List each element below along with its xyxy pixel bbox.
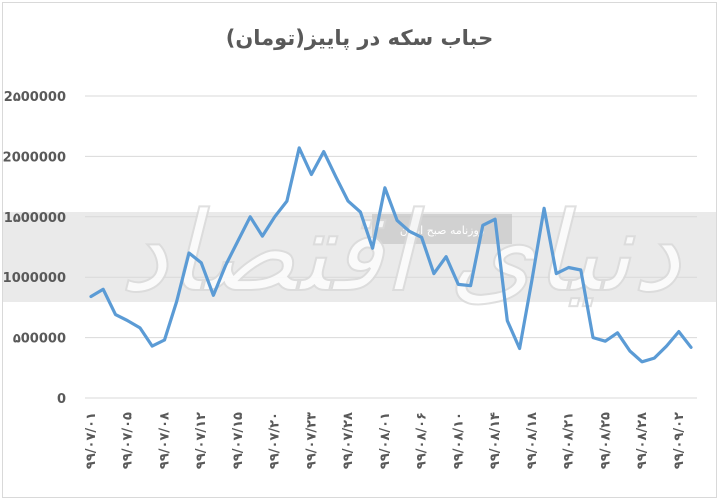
y-tick-label: 2000000 (3, 150, 66, 165)
y-tick-label: 2۵00000 (4, 90, 66, 105)
y-tick-label: 1۵00000 (4, 211, 66, 226)
x-tick-label: ۹۹/۰۷/۱۵ (231, 412, 246, 469)
x-tick-label: ۹۹/۰۷/۰۵ (121, 412, 136, 469)
x-tick-label: ۹۹/۰۸/۱۴ (488, 412, 503, 469)
watermark-stamp-text: روزنامه صبح ایران (400, 224, 484, 237)
x-tick-label: ۹۹/۰۸/۲۵ (598, 412, 613, 469)
y-tick-label: ۵00000 (13, 332, 66, 347)
y-tick-label: 0 (57, 392, 66, 407)
x-tick-label: ۹۹/۰۸/۲۱ (562, 412, 577, 469)
x-tick-label: ۹۹/۰۷/۰۸ (157, 412, 172, 469)
watermark-band (3, 212, 717, 302)
x-tick-label: ۹۹/۰۷/۲۳ (304, 412, 319, 469)
x-tick-label: ۹۹/۰۷/۱۲ (194, 412, 209, 469)
x-tick-label: ۹۹/۰۷/۲۸ (341, 412, 356, 469)
x-tick-label: ۹۹/۰۸/۱۰ (451, 412, 466, 469)
y-tick-label: 1000000 (3, 271, 66, 286)
x-tick-label: ۹۹/۰۷/۲۰ (268, 412, 283, 469)
x-tick-label: ۹۹/۰۸/۲۸ (635, 412, 650, 469)
x-axis-ticks: ۹۹/۰۷/۰۱ ۹۹/۰۷/۰۵ ۹۹/۰۷/۰۸ ۹۹/۰۷/۱۲ ۹۹/۰۷/۱۵… (84, 412, 687, 469)
x-tick-label: ۹۹/۰۸/۱۸ (525, 412, 540, 469)
x-tick-label: ۹۹/۰۹/۰۲ (672, 412, 687, 469)
watermark-logo: دنیای اقتصاد (119, 188, 682, 316)
chart-title: حباب سکه در پاییز(تومان) (225, 26, 494, 50)
x-tick-label: ۹۹/۰۷/۰۱ (84, 412, 99, 469)
x-tick-label: ۹۹/۰۸/۰۶ (415, 412, 430, 469)
y-axis-ticks: 0 ۵00000 1000000 1۵00000 2000000 2۵00000 (3, 90, 66, 407)
watermark: روزنامه صبح ایران دنیای اقتصاد (3, 187, 717, 317)
series-line (89, 146, 693, 364)
x-tick-label: ۹۹/۰۸/۰۱ (378, 412, 393, 469)
